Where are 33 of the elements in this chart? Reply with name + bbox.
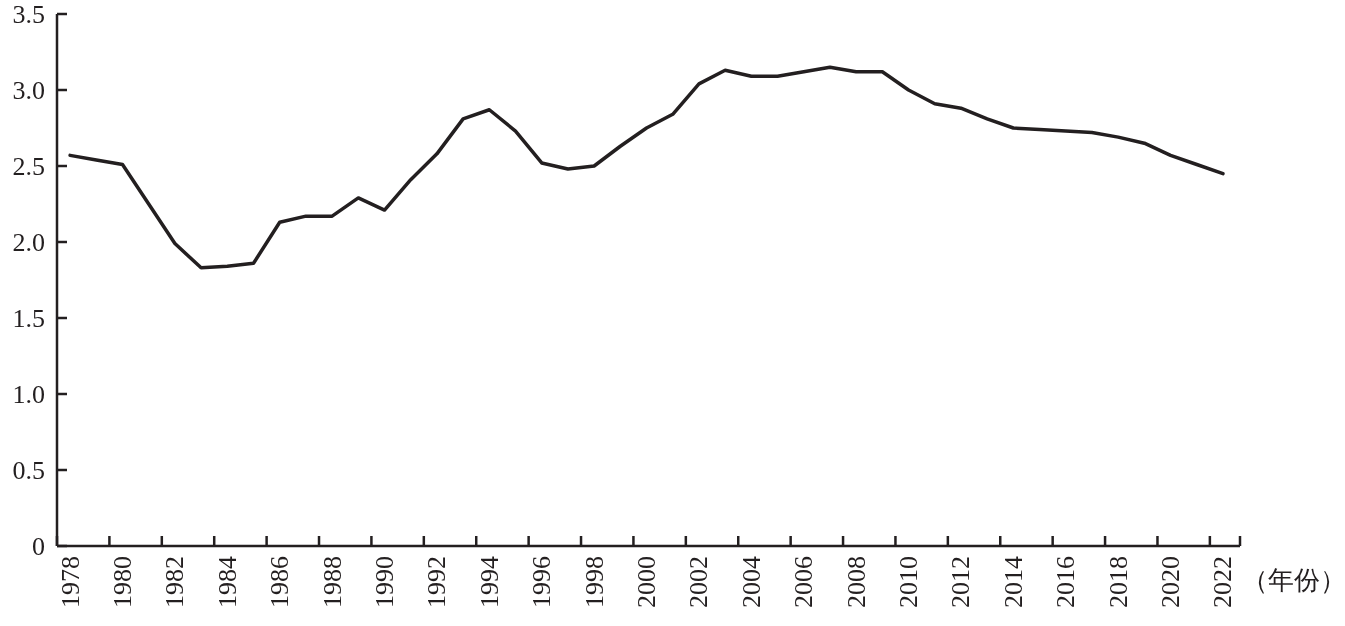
y-tick-label: 2.0 [12, 227, 45, 257]
x-tick-label: 1990 [370, 556, 400, 608]
x-tick-label: 2004 [736, 556, 766, 608]
x-tick-label: 2006 [789, 556, 819, 608]
x-tick-label: 1980 [108, 556, 137, 608]
x-tick-label: 2002 [684, 556, 714, 608]
x-tick-label: 1994 [474, 556, 504, 608]
x-tick-label: 1978 [55, 556, 85, 608]
x-tick-label: 2010 [894, 556, 924, 608]
y-tick-label: 1.0 [12, 379, 45, 409]
x-tick-label: 1988 [317, 556, 347, 608]
x-tick-label: 2014 [998, 556, 1028, 608]
x-tick-label: 2000 [632, 556, 662, 608]
y-tick-label: 1.5 [12, 303, 45, 333]
y-tick-label: 3.5 [12, 0, 45, 29]
y-tick-label: 0.5 [12, 455, 45, 485]
x-tick-label: 1998 [579, 556, 609, 608]
y-tick-label: 2.5 [12, 151, 45, 181]
x-tick-label: 2016 [1051, 556, 1081, 608]
x-tick-label: 2020 [1156, 556, 1186, 608]
x-tick-label: 2008 [841, 556, 871, 608]
x-tick-label: 1996 [527, 556, 557, 608]
x-tick-label: 1984 [212, 556, 242, 608]
y-tick-label: 3.0 [12, 75, 45, 105]
x-tick-label: 2022 [1208, 556, 1238, 608]
x-tick-label: 2012 [946, 556, 976, 608]
x-tick-label: 1986 [265, 556, 295, 608]
y-tick-label: 0 [32, 531, 45, 561]
x-tick-label: 2018 [1103, 556, 1133, 608]
x-axis-title: （年份） [1242, 565, 1345, 595]
x-tick-label: 1982 [160, 556, 190, 608]
x-tick-label: 1992 [422, 556, 452, 608]
line-series [68, 65, 1225, 270]
